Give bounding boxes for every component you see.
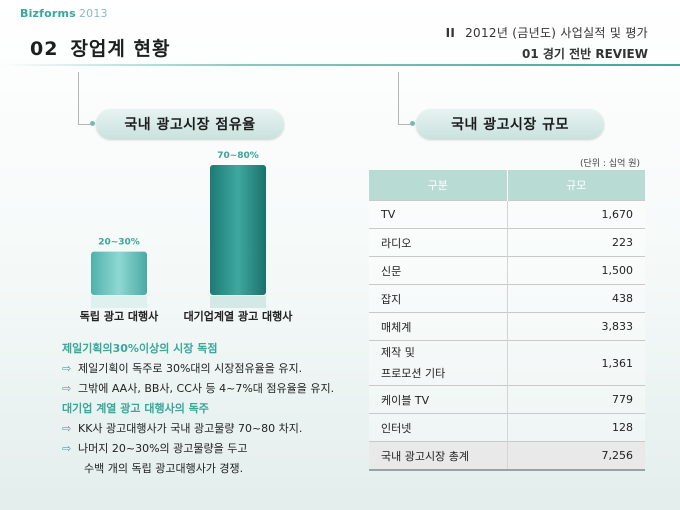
table-header-row: 구분 규모 — [369, 170, 645, 201]
bullet-text: KK사 광고대행사가 국내 광고물량 70~80 차지. — [78, 422, 303, 435]
row-category: 인터넷 — [369, 413, 508, 442]
bar-value-label: 20~30% — [98, 238, 140, 248]
table-row: 신문 1,500 — [369, 256, 645, 285]
table-row: 인터넷 128 — [369, 413, 645, 442]
right-connector — [398, 72, 413, 125]
bullet-text: 제일기획이 독주로 30%대의 시장점유율을 유지. — [78, 362, 303, 375]
section-title: II 2012년 (금년도) 사업실적 및 평가 — [446, 24, 648, 41]
row-category: TV — [369, 200, 508, 229]
row-value: 1,670 — [507, 200, 645, 229]
row-category: 매체계 — [369, 312, 508, 341]
arrow-right-icon: ⇨ — [62, 361, 72, 375]
column-header-category: 구분 — [369, 170, 507, 201]
page-title-text: 장업계 현황 — [70, 38, 171, 60]
row-value: 779 — [507, 385, 645, 414]
left-connector — [78, 72, 93, 125]
total-value: 7,256 — [507, 441, 645, 471]
heading1-prefix: 제일기획의 — [62, 342, 113, 355]
right-panel-title: 국내 광고시장 규모 — [416, 109, 604, 139]
description-bullet: ⇨ 제일기획이 독주로 30%대의 시장점유율을 유지. — [62, 358, 372, 378]
table-row: 제작 및 프로모션 기타 1,361 — [369, 340, 645, 386]
brand-year: 2013 — [78, 7, 108, 20]
market-share-description: 제일기획의 30% 이상의 시장 독점 ⇨ 제일기획이 독주로 30%대의 시장점유… — [62, 338, 372, 478]
bar-value-label: 70~80% — [217, 151, 259, 161]
bar-reflection — [210, 296, 266, 308]
bar-category-label: 대기업계열 광고 대행사 — [184, 309, 294, 323]
market-size-table: 구분 규모 TV 1,670 라디오 223 신문 1,500 잡지 438 매체계 3,… — [369, 170, 645, 471]
row-category-line2: 프로모션 기타 — [381, 367, 446, 380]
bar-2 — [210, 165, 266, 295]
arrow-right-icon: ⇨ — [62, 421, 72, 435]
description-bullet: ⇨ KK사 광고대행사가 국내 광고물량 70~80 차지. — [62, 418, 372, 438]
unit-label: (단위 : 십억 원) — [580, 159, 641, 169]
total-category: 국내 광고시장 총계 — [369, 441, 508, 471]
row-category-line1: 제작 및 — [381, 346, 415, 359]
row-value: 3,833 — [507, 312, 645, 341]
column-header-size: 규모 — [506, 170, 645, 201]
header-divider — [0, 64, 680, 66]
arrow-right-icon: ⇨ — [62, 441, 72, 455]
bar-reflection — [91, 296, 147, 308]
bullet-text: 그밖에 AA사, BB사, CC사 등 4~7%대 점유율을 유지. — [78, 382, 335, 395]
table-total-row: 국내 광고시장 총계 7,256 — [369, 441, 645, 471]
description-bullet: ⇨ 나머지 20~30%의 광고물량을 두고 — [62, 438, 372, 458]
description-bullet: ⇨ 그밖에 AA사, BB사, CC사 등 4~7%대 점유율을 유지. — [62, 378, 372, 398]
section-title-text: 2012년 (금년도) 사업실적 및 평가 — [465, 26, 648, 40]
heading1-suffix: 이상의 시장 독점 — [138, 342, 218, 355]
page-title: 02 장업계 현황 — [30, 34, 170, 61]
table-row: 라디오 223 — [369, 228, 645, 257]
bar-1 — [91, 251, 147, 295]
right-bullet-dot — [410, 121, 415, 126]
row-value: 1,500 — [507, 256, 645, 285]
table-row: 매체계 3,833 — [369, 312, 645, 341]
arrow-right-icon: ⇨ — [62, 381, 72, 395]
subsection-title: 01 경기 전반 REVIEW — [521, 47, 648, 61]
section-roman: II — [445, 26, 456, 40]
row-value: 1,361 — [507, 340, 645, 386]
description-bullet-continuation: 수백 개의 독립 광고대행사가 경쟁. — [84, 462, 244, 475]
page-number: 02 — [30, 38, 59, 60]
bullet-text: 나머지 20~30%의 광고물량을 두고 — [78, 442, 248, 455]
bar-category-label: 독립 광고 대행사 — [80, 309, 159, 323]
row-value: 223 — [507, 228, 645, 257]
row-value: 438 — [507, 284, 645, 313]
brand-name: Bizforms — [20, 7, 76, 20]
market-share-bar-chart: 20~30% 독립 광고 대행사 70~80% 대기업계열 광고 대행사 — [80, 151, 294, 323]
left-panel-title: 국내 광고시장 점유율 — [96, 109, 284, 139]
row-category: 라디오 — [369, 228, 508, 257]
row-category: 잡지 — [369, 284, 508, 313]
table-row: 잡지 438 — [369, 284, 645, 313]
table-row: TV 1,670 — [369, 200, 645, 229]
row-category: 신문 — [369, 256, 508, 285]
brand-logo: Bizforms 2013 — [20, 7, 108, 20]
table-row: 케이블 TV 779 — [369, 385, 645, 414]
description-heading-1: 제일기획의 30% 이상의 시장 독점 — [62, 338, 372, 358]
row-category: 케이블 TV — [369, 385, 508, 414]
left-bullet-dot — [90, 121, 95, 126]
heading1-emph: 30% — [112, 341, 139, 355]
row-value: 128 — [507, 413, 645, 442]
description-heading-2: 대기업 계열 광고 대행사의 독주 — [62, 402, 209, 415]
